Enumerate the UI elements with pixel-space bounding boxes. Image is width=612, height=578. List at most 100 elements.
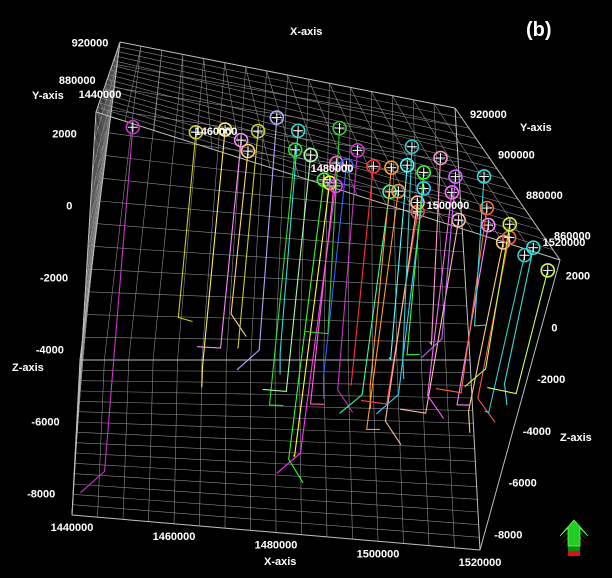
- wellhead-marker[interactable]: [416, 165, 432, 180]
- well-trajectory[interactable]: [177, 132, 197, 323]
- gridline-bottom-x: [173, 359, 178, 524]
- well-trajectory[interactable]: [369, 167, 392, 409]
- x-tick-label-bottom: 1500000: [357, 548, 400, 560]
- gridline-bottom-y: [73, 494, 479, 525]
- gridline-bottom-x: [445, 359, 455, 548]
- wellhead-marker[interactable]: [217, 122, 233, 137]
- well-trajectory[interactable]: [293, 182, 331, 457]
- well-trajectory[interactable]: [376, 188, 425, 415]
- x-tick-label-bottom: 1460000: [153, 531, 196, 543]
- wellhead-marker[interactable]: [526, 240, 541, 256]
- wellhead-marker[interactable]: [329, 155, 344, 171]
- well-trajectory[interactable]: [388, 165, 408, 361]
- wellhead-marker[interactable]: [332, 120, 347, 136]
- well-trajectory[interactable]: [279, 130, 299, 375]
- wellhead-marker[interactable]: [233, 132, 249, 148]
- wellhead-marker[interactable]: [399, 157, 415, 173]
- wellhead-marker[interactable]: [481, 217, 496, 233]
- gridline-back-z: [94, 246, 465, 271]
- well-trajectory[interactable]: [429, 157, 442, 346]
- wellhead-marker[interactable]: [517, 247, 532, 263]
- wellhead-marker[interactable]: [416, 181, 431, 196]
- y-axis-title-left: Y-axis: [32, 90, 64, 102]
- well-trajectory[interactable]: [349, 166, 374, 386]
- well-trajectory[interactable]: [309, 162, 337, 405]
- wellhead-marker[interactable]: [269, 110, 285, 125]
- gridline-top-y: [105, 83, 519, 200]
- well-trajectory[interactable]: [427, 192, 453, 419]
- wellhead-marker[interactable]: [287, 142, 303, 158]
- wellhead-marker[interactable]: [290, 123, 306, 139]
- wellhead-marker[interactable]: [384, 160, 399, 176]
- z-tick-label-right: -4000: [523, 426, 551, 438]
- x-tick-label-bottom: 1520000: [459, 557, 502, 569]
- wellhead-marker[interactable]: [240, 143, 256, 159]
- gridline-bottom-y: [78, 380, 472, 386]
- well-trajectory[interactable]: [288, 179, 325, 484]
- wellhead-marker[interactable]: [433, 150, 448, 166]
- gridline-top-y: [99, 102, 547, 241]
- well-trajectory[interactable]: [473, 176, 487, 327]
- wellhead-marker[interactable]: [350, 143, 365, 158]
- z-tick-label-left: -8000: [27, 488, 55, 500]
- wellhead-marker[interactable]: [448, 169, 463, 184]
- well-trajectory[interactable]: [487, 270, 549, 395]
- frame-edge: [469, 359, 481, 551]
- well-trajectory[interactable]: [230, 151, 249, 337]
- well-trajectory[interactable]: [268, 149, 296, 407]
- frame-edges: [71, 41, 561, 551]
- well-trajectory[interactable]: [400, 220, 460, 414]
- well-trajectory[interactable]: [201, 129, 226, 388]
- wellhead-marker[interactable]: [502, 216, 518, 232]
- wells-layer: [80, 110, 556, 494]
- wellhead-marker[interactable]: [540, 263, 556, 278]
- well-trajectory[interactable]: [305, 128, 341, 335]
- gridline-left-z: [88, 132, 109, 228]
- well-trajectory[interactable]: [467, 242, 504, 433]
- well-trajectory[interactable]: [366, 191, 399, 430]
- well-trajectory[interactable]: [262, 155, 312, 392]
- well-trajectory[interactable]: [406, 172, 425, 356]
- well-trajectory[interactable]: [80, 127, 134, 494]
- well-trajectory[interactable]: [322, 165, 347, 399]
- well-trajectory[interactable]: [339, 191, 391, 414]
- gridline-bottom-x: [420, 359, 430, 546]
- well-trajectory[interactable]: [484, 255, 526, 414]
- x-tick-label-bottom: 1440000: [51, 522, 94, 534]
- wellhead-marker[interactable]: [303, 147, 319, 163]
- well-trajectory[interactable]: [503, 247, 534, 406]
- gridline-bottom-x: [224, 359, 227, 529]
- z-tick-label-left: -2000: [40, 273, 68, 285]
- wellhead-marker[interactable]: [410, 195, 425, 210]
- well-trajectory[interactable]: [402, 146, 413, 380]
- z-tick-label-right: -2000: [537, 374, 565, 386]
- well-trajectory[interactable]: [236, 117, 278, 371]
- well-trajectory[interactable]: [197, 140, 242, 349]
- wellhead-marker[interactable]: [366, 159, 381, 174]
- wellhead-marker[interactable]: [444, 185, 460, 200]
- orientation-arrow-icon[interactable]: [559, 519, 589, 556]
- wellhead-marker[interactable]: [188, 124, 204, 140]
- wellhead-marker[interactable]: [125, 119, 141, 135]
- wellhead-marker[interactable]: [339, 158, 354, 173]
- wellhead-marker[interactable]: [250, 123, 266, 139]
- well-trajectory[interactable]: [236, 131, 259, 349]
- gridline-bottom-y: [73, 483, 479, 513]
- wellhead-marker[interactable]: [404, 139, 420, 155]
- gridline-top-x: [266, 70, 300, 177]
- well-trajectory[interactable]: [421, 176, 457, 358]
- gridline-bottom-x: [396, 359, 404, 544]
- well-trajectory[interactable]: [337, 150, 359, 413]
- well-trajectory[interactable]: [456, 225, 489, 406]
- frame-edge: [454, 107, 471, 361]
- well-trajectory[interactable]: [435, 207, 488, 394]
- gridline-bottom-y: [77, 401, 473, 411]
- well-trajectory[interactable]: [464, 224, 511, 388]
- well-trajectory[interactable]: [477, 237, 510, 423]
- gridline-top-x: [391, 95, 474, 233]
- wellhead-marker[interactable]: [476, 169, 492, 184]
- x-axis-title-top: X-axis: [290, 26, 322, 38]
- wellhead-marker[interactable]: [479, 200, 495, 216]
- gridline-top-x: [287, 74, 329, 187]
